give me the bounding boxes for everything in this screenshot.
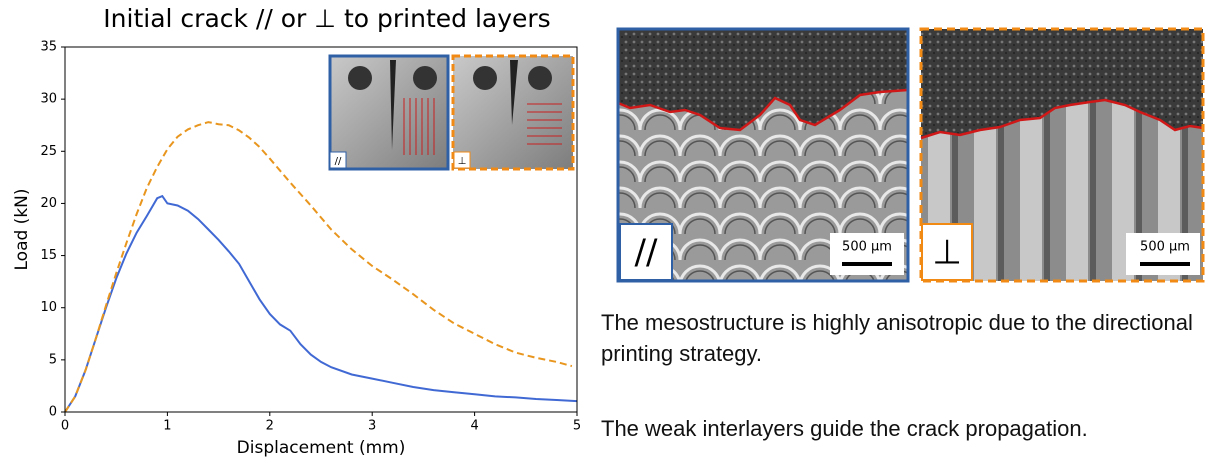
sem-panel: // 500 µm — [618, 29, 908, 281]
panel-label: ⊥ — [932, 233, 962, 273]
scale-label: 500 µm — [842, 240, 892, 255]
chart-title: Initial crack // or ⊥ to printed layers — [103, 4, 550, 33]
y-tick-label: 5 — [49, 352, 57, 367]
sem-panel: ⊥ 500 µm — [921, 29, 1203, 281]
x-tick-label: 2 — [266, 419, 274, 434]
x-tick-label: 0 — [61, 419, 69, 434]
x-tick-label: 4 — [470, 419, 478, 434]
x-tick-label: 5 — [573, 419, 581, 434]
y-tick-label: 0 — [49, 405, 57, 420]
x-axis-label: Displacement (mm) — [237, 438, 406, 458]
scale-label: 500 µm — [1140, 240, 1190, 255]
y-tick-label: 25 — [40, 144, 57, 159]
caption: The mesostructure is highly anisotropic … — [601, 307, 1226, 369]
y-tick-label: 35 — [40, 40, 57, 55]
x-tick-label: 3 — [368, 419, 376, 434]
figure: Initial crack // or ⊥ to printed layers … — [0, 0, 1231, 465]
inset-photos: // ⊥ — [330, 56, 573, 169]
y-axis-label: Load (kN) — [12, 188, 32, 270]
panel-label: // — [635, 233, 658, 273]
data-line — [65, 196, 577, 412]
y-tick-label: 20 — [40, 196, 57, 211]
page: Initial crack // or ⊥ to printed layers … — [0, 0, 1231, 465]
y-tick-label: 15 — [40, 248, 57, 263]
y-tick-label: 10 — [40, 300, 57, 315]
x-tick-label: 1 — [163, 419, 171, 434]
inset-label: // — [335, 156, 342, 167]
caption: The weak interlayers guide the crack pro… — [601, 413, 1226, 444]
y-tick-label: 30 — [40, 92, 57, 107]
inset-label: ⊥ — [458, 156, 467, 167]
